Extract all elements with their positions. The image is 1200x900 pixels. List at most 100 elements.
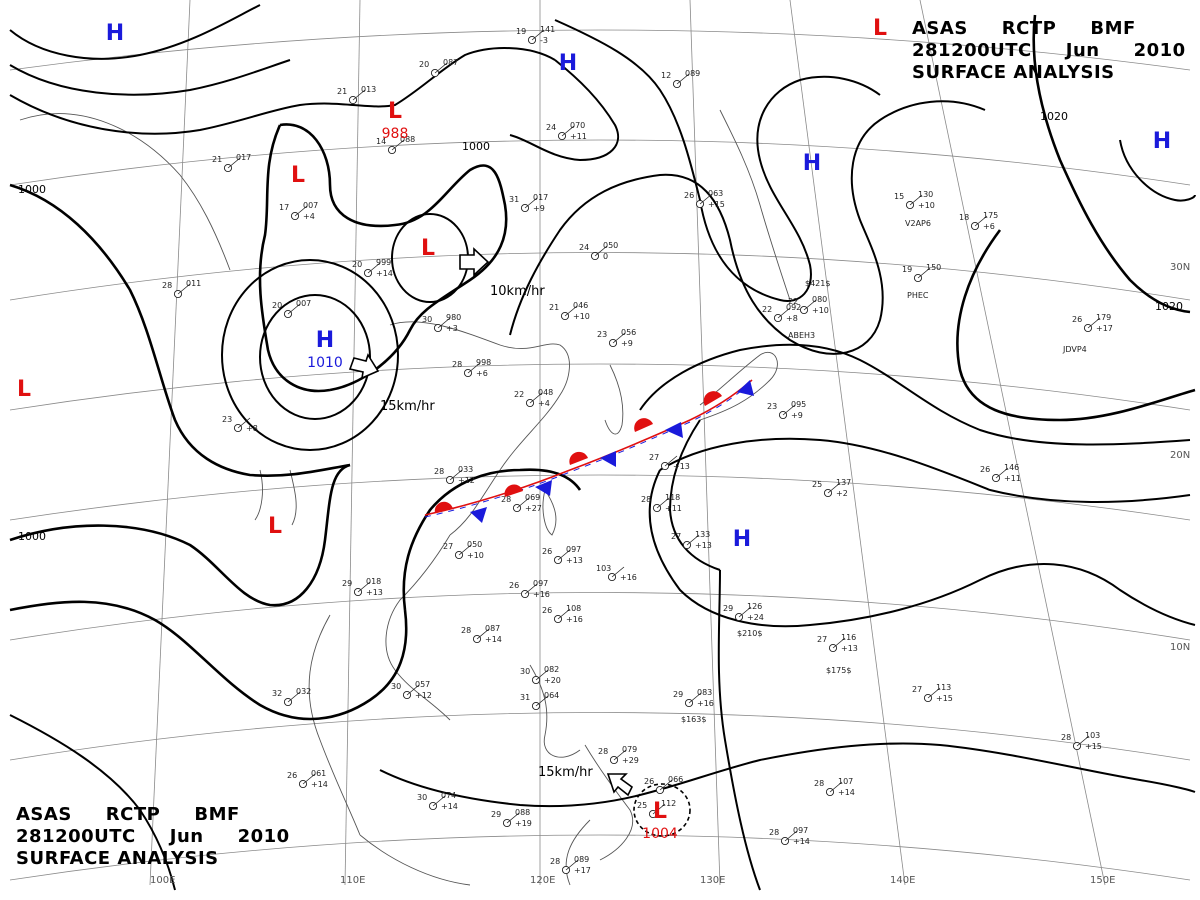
station-pressure-tendency: +13 <box>366 588 383 597</box>
coastline <box>604 364 624 435</box>
wind-barb <box>294 205 308 217</box>
station-pressure: 175 <box>983 211 998 220</box>
station-pressure-tendency: +13 <box>566 556 583 565</box>
isobar <box>9 4 261 60</box>
wind-barb <box>664 455 678 467</box>
motion-speed-label: 15km/hr <box>380 399 435 414</box>
station-temperature: 28 <box>550 857 560 866</box>
wind-barb <box>564 305 578 317</box>
station-pressure-tendency: +3 <box>446 324 458 333</box>
station-temperature: 24 <box>546 123 556 132</box>
parallel-line <box>9 592 1191 641</box>
station-pressure-tendency: +16 <box>533 590 550 599</box>
station-pressure-tendency: +29 <box>622 756 639 765</box>
coastline <box>565 819 591 886</box>
center-pressure-value: 1004 <box>642 826 678 842</box>
warm-front-semicircle <box>634 418 653 432</box>
station-temperature: 23 <box>597 330 607 339</box>
station-pressure: 018 <box>366 577 381 586</box>
meridian-line <box>149 0 191 886</box>
station-pressure: 057 <box>415 680 430 689</box>
wind-barb <box>406 684 420 696</box>
high-pressure-center: H <box>1153 129 1171 154</box>
isobar-value-label: 1000 <box>462 140 490 153</box>
wind-barb <box>535 669 549 681</box>
station-temperature: 23 <box>222 415 232 424</box>
station-plot: 23 095 +9 <box>767 400 806 420</box>
station-plot: 21 017 <box>212 153 251 173</box>
station-pressure-tendency: +10 <box>467 551 484 560</box>
station-pressure-tendency: +17 <box>1096 324 1113 333</box>
wind-barb <box>917 267 931 279</box>
station-plot: 21 046 +10 <box>549 301 590 321</box>
station-code: PHEC <box>907 291 929 300</box>
station-temperature: 26 <box>684 191 694 200</box>
station-pressure: 074 <box>441 791 456 800</box>
wind-barb <box>557 549 571 561</box>
station-code: V2AP6 <box>905 219 931 228</box>
warm-front-semicircle <box>504 484 523 497</box>
isobar <box>9 183 351 477</box>
isobar <box>379 742 1196 808</box>
wind-barb <box>237 417 251 429</box>
station-plot: 27 133 +13 <box>671 530 712 550</box>
station-plot: 28 079 +29 <box>598 745 639 765</box>
station-pressure-tendency: +14 <box>376 269 393 278</box>
station-temperature: 28 <box>452 360 462 369</box>
wind-barb <box>612 332 626 344</box>
longitude-label: 150E <box>1090 875 1115 886</box>
station-plot: 28 103 +15 <box>1061 731 1102 751</box>
wind-barb <box>594 245 608 257</box>
station-plot: 12 089 <box>661 69 700 89</box>
station-plot: 18 175 +6 <box>959 211 998 231</box>
station-code: $175$ <box>826 666 851 675</box>
station-plot: 26 179 +17 <box>1072 313 1113 333</box>
title-month: Jun <box>1065 40 1100 61</box>
wind-barb <box>738 606 752 618</box>
station-temperature: 29 <box>673 690 683 699</box>
isobar <box>509 100 986 355</box>
station-temperature: 28 <box>641 495 651 504</box>
wind-barb <box>227 157 241 169</box>
station-pressure: 133 <box>695 530 710 539</box>
center-pressure-value: 988 <box>382 126 409 142</box>
station-plot: 32 032 <box>272 687 311 707</box>
station-pressure: 146 <box>1004 463 1019 472</box>
station-temperature: 26 <box>287 771 297 780</box>
station-pressure: 064 <box>544 691 559 700</box>
station-temperature: 22 <box>762 305 772 314</box>
isobar <box>9 59 291 96</box>
meridian-line <box>344 0 361 886</box>
station-plot: 17 007 +4 <box>279 201 318 221</box>
station-temperature: 28 <box>769 828 779 837</box>
station-pressure-tendency: +16 <box>566 615 583 624</box>
station-plot: 26 063 +15 <box>684 189 725 209</box>
station-temperature: 20 <box>419 60 429 69</box>
wind-barb <box>524 583 538 595</box>
station-temperature: 32 <box>272 689 282 698</box>
station-pressure: 141 <box>540 25 555 34</box>
motion-arrows <box>348 247 634 797</box>
coastlines <box>19 109 791 886</box>
station-temperature: 22 <box>514 390 524 399</box>
station-temperature: 30 <box>520 667 530 676</box>
meridian-line <box>919 0 1106 886</box>
wind-barb <box>927 687 941 699</box>
station-plot: 29 126 +24 <box>723 602 764 622</box>
station-temperature: 24 <box>579 243 589 252</box>
station-plot: 20 007 <box>272 299 311 319</box>
station-plot: 29 088 +19 <box>491 808 532 828</box>
wind-barb <box>782 404 796 416</box>
station-pressure: 998 <box>476 358 491 367</box>
station-temperature: 21 <box>337 87 347 96</box>
station-plot: 31 064 <box>520 691 559 711</box>
station-pressure-tendency: +15 <box>708 200 725 209</box>
station-pressure: 056 <box>621 328 636 337</box>
station-temperature: 29 <box>342 579 352 588</box>
station-pressure: 007 <box>296 299 311 308</box>
station-plot: 19 141 -3 <box>516 25 555 45</box>
station-pressure: 070 <box>570 121 585 130</box>
station-pressure-tendency: +27 <box>525 504 542 513</box>
coastline <box>308 614 361 836</box>
station-pressure: 032 <box>296 687 311 696</box>
